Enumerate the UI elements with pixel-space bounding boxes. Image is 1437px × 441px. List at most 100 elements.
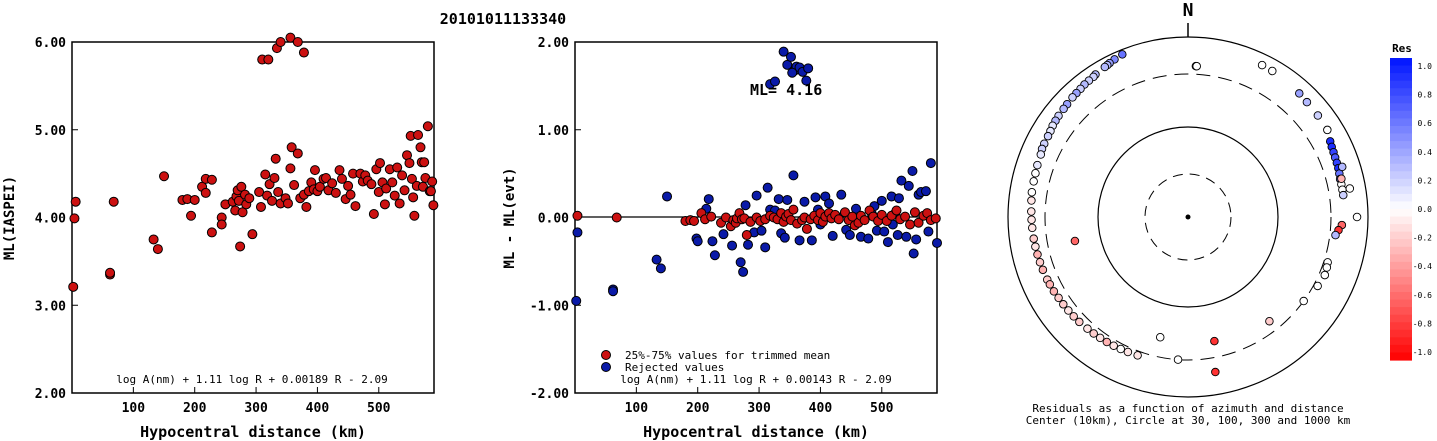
data-point [285, 32, 296, 43]
data-point [247, 229, 258, 240]
data-point [345, 189, 356, 200]
station-marker [1083, 324, 1092, 333]
ml-annotation: ML= 4.16 [750, 81, 822, 99]
rejected-point [718, 229, 729, 240]
data-point [399, 185, 410, 196]
data-point [255, 201, 266, 212]
data-point [389, 190, 400, 201]
y-tick-label: 5.00 [35, 124, 66, 139]
rejected-point [751, 190, 762, 201]
rejected-point [896, 175, 907, 186]
station-marker [1027, 215, 1036, 224]
rejected-point [803, 63, 814, 74]
station-marker [1352, 212, 1362, 222]
colorbar-cell [1390, 73, 1412, 82]
trimmed-point [689, 216, 700, 227]
data-point [301, 201, 312, 212]
colorbar-cell [1390, 216, 1412, 225]
station-marker [1095, 333, 1105, 343]
y-tick-label: 2.00 [35, 387, 66, 402]
rejected-point [785, 51, 796, 62]
trimmed-point [913, 217, 924, 228]
data-point [298, 47, 309, 58]
station-marker [1302, 97, 1312, 107]
trimmed-point [788, 204, 799, 215]
data-point [427, 176, 438, 187]
trimmed-point [909, 207, 920, 218]
trimmed-point [833, 214, 844, 225]
data-point [237, 207, 248, 218]
colorbar-cell [1390, 178, 1412, 187]
trimmed-point [900, 211, 911, 222]
colorbar-cell [1390, 254, 1412, 263]
station-marker [1045, 280, 1055, 289]
rejected-point [709, 250, 720, 261]
y-tick-label: -1.00 [530, 299, 569, 314]
caption-line-2: Center (10km), Circle at 30, 100, 300 an… [1026, 414, 1351, 427]
data-point [286, 142, 297, 153]
colorbar-cell [1390, 133, 1412, 142]
data-point [189, 194, 200, 205]
trimmed-point [741, 230, 752, 241]
x-tick-label: 400 [809, 401, 833, 416]
station-marker [1059, 300, 1068, 309]
rejected-point [907, 165, 918, 176]
colorbar-tick-label: 0.4 [1418, 148, 1433, 157]
x-tick-label: 300 [747, 401, 771, 416]
data-point [397, 170, 408, 181]
rejected-point [824, 198, 835, 209]
colorbar-cell [1390, 292, 1412, 301]
rejected-point [703, 194, 714, 205]
x-tick-label: 500 [870, 401, 894, 416]
trimmed-point [611, 212, 622, 223]
data-point [394, 198, 405, 209]
caption-line-1: Residuals as a function of azimuth and d… [1032, 402, 1343, 415]
y-tick-label: 0.00 [538, 212, 569, 227]
data-point [236, 181, 247, 192]
station-marker [1049, 287, 1059, 296]
data-point [327, 178, 338, 189]
data-point [206, 227, 217, 238]
rejected-point [740, 200, 751, 211]
data-point [375, 158, 386, 169]
rejected-point [801, 75, 812, 86]
station-marker [1210, 336, 1219, 346]
data-point [260, 169, 271, 180]
legend-label-trimmed: 25%-75% values for trimmed mean [625, 349, 830, 362]
data-point [330, 187, 341, 198]
colorbar-tick-label: 0.2 [1418, 176, 1433, 185]
rejected-point [799, 196, 810, 207]
rejected-point [770, 76, 781, 87]
colorbar-tick-label: -0.8 [1413, 319, 1432, 328]
colorbar-cell [1390, 209, 1412, 218]
data-point [270, 153, 281, 164]
colorbar-tick-label: -1.0 [1413, 348, 1432, 357]
data-point [200, 187, 211, 198]
x-axis-label: Hypocentral distance (km) [643, 423, 869, 441]
rejected-point [762, 182, 773, 193]
station-marker [1320, 270, 1330, 280]
rejected-point [911, 234, 922, 245]
colorbar-tick-label: 0.8 [1418, 91, 1433, 100]
colorbar-cell [1390, 193, 1412, 203]
rejected-point [788, 170, 799, 181]
rejected-point [920, 186, 931, 197]
rejected-point [844, 230, 855, 241]
station-marker [1337, 174, 1346, 184]
data-point [68, 281, 79, 292]
colorbar-cell [1390, 103, 1412, 112]
ml-vs-distance-panel: 100 200 300 400 500 2.00 3.00 4.00 5.00 6.00 log … [2, 32, 439, 441]
data-point [273, 187, 284, 198]
station-marker [1116, 344, 1125, 354]
colorbar-cell [1390, 352, 1412, 361]
station-marker [1102, 337, 1112, 347]
data-point [368, 208, 379, 219]
rejected-point [925, 158, 936, 169]
rejected-point [778, 46, 789, 57]
station-marker [1339, 190, 1348, 200]
station-marker [1033, 250, 1042, 259]
colorbar-tick-label: 0.6 [1418, 119, 1433, 128]
station-marker [1313, 111, 1323, 120]
data-point [366, 179, 377, 190]
y-tick-label: 6.00 [35, 36, 66, 51]
